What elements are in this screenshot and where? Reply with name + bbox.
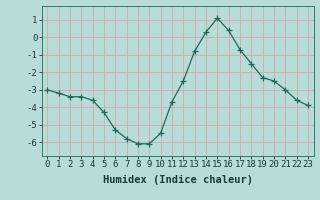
X-axis label: Humidex (Indice chaleur): Humidex (Indice chaleur) xyxy=(103,175,252,185)
